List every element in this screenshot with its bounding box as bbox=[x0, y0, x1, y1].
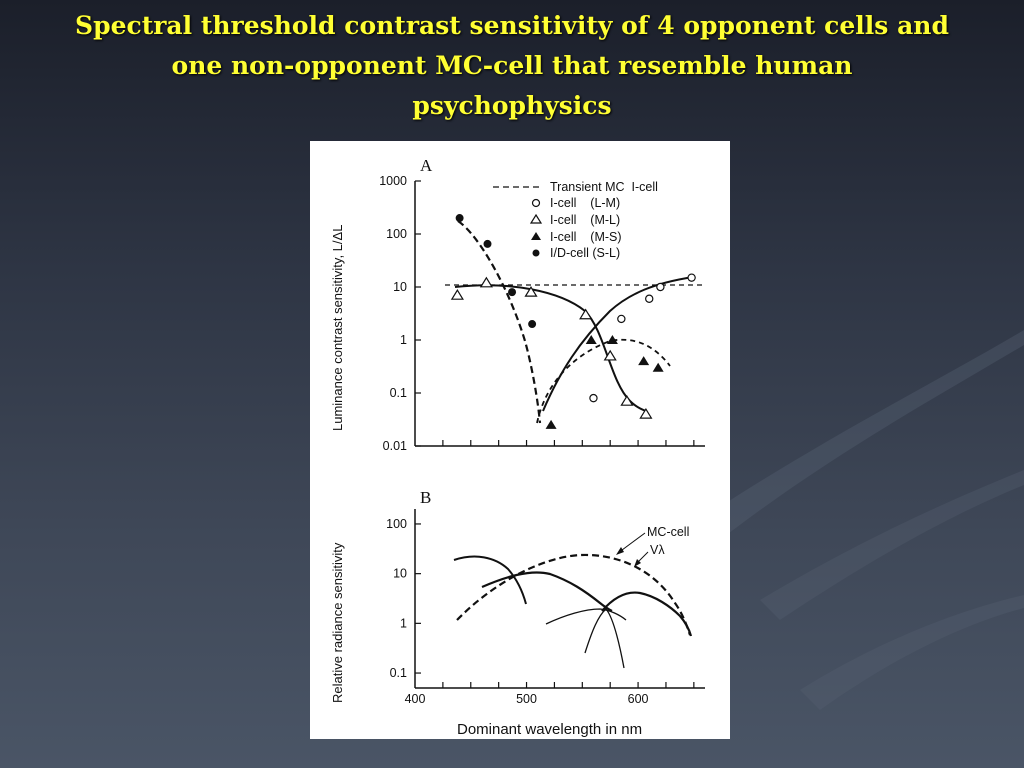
annotation-mc-cell-arrowhead bbox=[616, 547, 624, 555]
annotation-mc-cell: MC-cell bbox=[647, 525, 689, 539]
legend-entry-transient-mc: Transient MC I-cell bbox=[550, 180, 658, 194]
curve-m-l bbox=[454, 284, 647, 412]
panel-b-xtick-label: 600 bbox=[628, 692, 649, 706]
panel-a-y-ticks: 1000 100 10 1 0.1 0.01 bbox=[379, 174, 421, 453]
legend-filled-circle-icon bbox=[532, 249, 540, 257]
panel-b-ylabel: Relative radiance sensitivity bbox=[330, 542, 345, 703]
data-point-filled-triangle bbox=[585, 335, 597, 344]
legend-entry-s-l: I/D-cell (S-L) bbox=[550, 246, 620, 260]
data-point-filled-triangle bbox=[606, 335, 618, 344]
legend-open-triangle-icon bbox=[529, 213, 543, 224]
data-point-filled-circle bbox=[455, 214, 464, 223]
data-point-open-circle bbox=[617, 314, 626, 324]
data-point-open-circle bbox=[589, 393, 598, 403]
panel-b-xtick-label: 400 bbox=[405, 692, 426, 706]
annotation-v-lambda: Vλ bbox=[650, 543, 665, 557]
data-point-filled-circle bbox=[528, 320, 537, 329]
data-point-open-triangle bbox=[639, 407, 653, 419]
legend-filled-triangle-icon bbox=[531, 232, 541, 240]
panel-b-annotations: MC-cell Vλ bbox=[616, 525, 689, 567]
panel-a-ytick-label: 10 bbox=[393, 280, 407, 294]
legend-open-circle-icon bbox=[531, 198, 541, 208]
panel-b-ytick-label: 10 bbox=[393, 567, 407, 581]
legend-entry-m-l: I-cell (M-L) bbox=[550, 213, 620, 227]
data-point-filled-circle bbox=[483, 239, 492, 248]
panel-a-ytick-label: 0.01 bbox=[383, 439, 407, 453]
slide-title: Spectral threshold contrast sensitivity … bbox=[40, 6, 984, 126]
panel-b-xtick-label: 500 bbox=[516, 692, 537, 706]
curve-s-l bbox=[457, 220, 542, 424]
slide-title-line-3: psychophysics bbox=[412, 91, 612, 120]
panel-b-y-ticks: 100 10 1 0.1 bbox=[386, 517, 421, 680]
panel-a-x-ticks bbox=[442, 440, 695, 446]
curve-m-s bbox=[536, 338, 671, 424]
curve-l-m-b bbox=[545, 608, 627, 625]
panel-a: A 1000 100 10 1 0.1 0.01 Luminance contrast s… bbox=[330, 156, 705, 453]
panel-b-curves bbox=[453, 553, 693, 669]
legend-entry-m-s: I-cell (M-S) bbox=[550, 230, 622, 244]
data-point-open-triangle bbox=[450, 289, 464, 300]
panel-a-legend: Transient MC I-cell I-cell (L-M) I-cell … bbox=[493, 180, 658, 260]
data-point-filled-triangle bbox=[652, 362, 664, 372]
slide-title-line-1: Spectral threshold contrast sensitivity … bbox=[75, 11, 949, 40]
curve-lm-right-b bbox=[601, 591, 693, 637]
panel-b-x-ticks: 400 500 600 bbox=[405, 682, 695, 706]
legend-entry-l-m: I-cell (L-M) bbox=[550, 196, 620, 210]
panel-b: B 100 10 1 0.1 400 500 600 Relative radiance … bbox=[330, 488, 705, 738]
panel-b-ytick-label: 1 bbox=[400, 616, 407, 630]
data-point-open-triangle bbox=[479, 276, 493, 288]
data-point-open-triangle bbox=[524, 285, 538, 297]
data-point-open-circle bbox=[656, 282, 665, 292]
panel-a-ytick-label: 100 bbox=[386, 227, 407, 241]
data-point-open-circle bbox=[687, 273, 696, 282]
panel-a-ylabel: Luminance contrast sensitivity, L/ΔL bbox=[330, 225, 345, 431]
curve-l-m bbox=[542, 276, 694, 412]
curve-mc-cell bbox=[456, 553, 692, 636]
panel-b-label: B bbox=[420, 488, 431, 507]
panel-a-ytick-label: 1000 bbox=[379, 174, 407, 188]
data-point-open-triangle bbox=[620, 395, 634, 406]
data-point-open-triangle bbox=[603, 349, 617, 361]
annotation-v-lambda-arrowhead bbox=[634, 559, 641, 567]
panel-b-ytick-label: 0.1 bbox=[390, 666, 407, 680]
panel-a-label: A bbox=[420, 156, 433, 175]
panel-a-ytick-label: 1 bbox=[400, 333, 407, 347]
figure-panel: A 1000 100 10 1 0.1 0.01 Luminance contrast s… bbox=[310, 141, 730, 739]
panel-a-markers bbox=[450, 214, 696, 429]
panel-b-xlabel: Dominant wavelength in nm bbox=[457, 721, 642, 738]
data-point-filled-circle bbox=[508, 288, 517, 297]
data-point-filled-triangle bbox=[545, 419, 557, 429]
panel-a-ytick-label: 0.1 bbox=[390, 386, 407, 400]
data-point-filled-triangle bbox=[638, 356, 650, 366]
data-point-open-triangle bbox=[579, 308, 593, 320]
curve-m-s-b bbox=[584, 608, 625, 669]
curve-s-l-b bbox=[453, 555, 527, 605]
slide-title-line-2: one non-opponent MC-cell that resemble h… bbox=[171, 51, 853, 80]
data-point-open-circle bbox=[645, 294, 654, 303]
figure-svg: A 1000 100 10 1 0.1 0.01 Luminance contrast s… bbox=[330, 156, 705, 738]
curve-m-l-b bbox=[481, 571, 613, 612]
panel-b-ytick-label: 100 bbox=[386, 517, 407, 531]
